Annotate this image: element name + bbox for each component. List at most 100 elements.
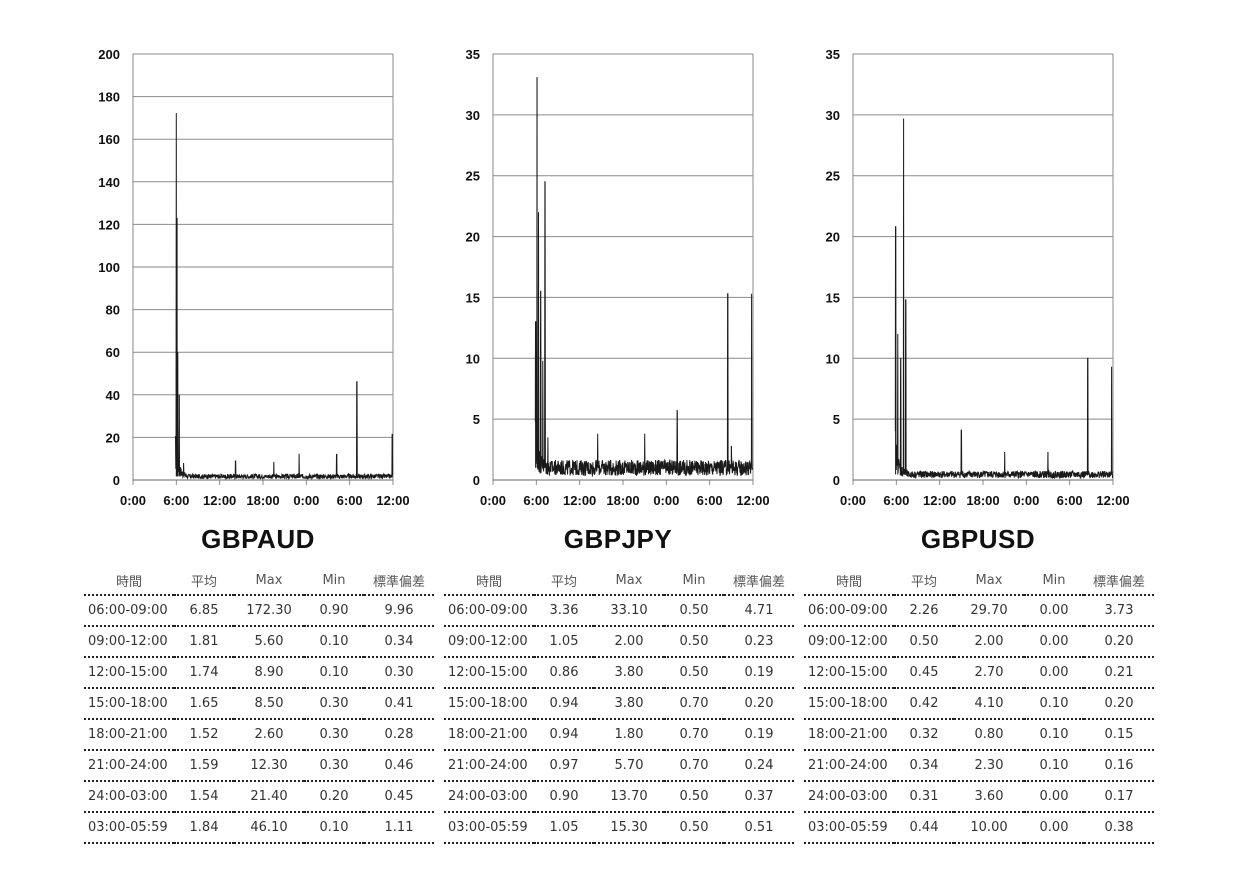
table-row: 24:00-03:00 1.54 21.40 0.20 0.45 — [84, 781, 434, 813]
value-cell: 0.37 — [724, 781, 794, 813]
value-cell: 0.30 — [304, 750, 364, 782]
table-row: 18:00-21:00 1.52 2.60 0.30 0.28 — [84, 719, 434, 751]
table-row: 09:00-12:00 0.50 2.00 0.00 0.20 — [804, 626, 1154, 658]
time-range-cell: 06:00-09:00 — [444, 595, 534, 627]
value-cell: 3.80 — [594, 688, 664, 720]
value-cell: 3.36 — [534, 595, 594, 627]
value-cell: 2.26 — [894, 595, 954, 627]
y-tick-label: 20 — [466, 230, 480, 245]
value-cell: 0.20 — [1084, 626, 1154, 658]
stats-table-gbpaud: 時間 平均 Max Min 標準偏差 06:00-09:00 6.85 172.30 0.90 9… — [84, 566, 434, 844]
value-cell: 5.60 — [234, 626, 304, 658]
value-cell: 3.60 — [954, 781, 1024, 813]
y-tick-label: 30 — [826, 108, 840, 123]
value-cell: 0.00 — [1024, 812, 1084, 844]
value-cell: 3.73 — [1084, 595, 1154, 627]
value-cell: 0.20 — [1084, 688, 1154, 720]
value-cell: 0.51 — [724, 812, 794, 844]
x-tick-label: 18:00 — [966, 493, 999, 508]
value-cell: 0.00 — [1024, 781, 1084, 813]
value-cell: 2.70 — [954, 657, 1024, 689]
value-cell: 0.34 — [894, 750, 954, 782]
column-header: Min — [664, 566, 724, 596]
y-tick-label: 100 — [98, 260, 120, 275]
time-range-cell: 12:00-15:00 — [444, 657, 534, 689]
y-tick-label: 140 — [98, 175, 120, 190]
time-range-cell: 09:00-12:00 — [84, 626, 174, 658]
value-cell: 46.10 — [234, 812, 304, 844]
value-cell: 1.11 — [364, 812, 434, 844]
value-cell: 0.21 — [1084, 657, 1154, 689]
value-cell: 1.80 — [594, 719, 664, 751]
value-cell: 0.46 — [364, 750, 434, 782]
time-range-cell: 06:00-09:00 — [84, 595, 174, 627]
value-cell: 0.70 — [664, 719, 724, 751]
value-cell: 0.34 — [364, 626, 434, 658]
value-cell: 0.70 — [664, 688, 724, 720]
value-cell: 0.15 — [1084, 719, 1154, 751]
value-cell: 0.10 — [304, 626, 364, 658]
value-cell: 0.10 — [304, 657, 364, 689]
table-row: 09:00-12:00 1.81 5.60 0.10 0.34 — [84, 626, 434, 658]
column-header: 時間 — [804, 566, 894, 596]
value-cell: 0.10 — [1024, 750, 1084, 782]
value-cell: 0.45 — [894, 657, 954, 689]
x-tick-label: 6:00 — [163, 493, 189, 508]
value-cell: 0.00 — [1024, 595, 1084, 627]
time-range-cell: 21:00-24:00 — [444, 750, 534, 782]
value-cell: 0.90 — [534, 781, 594, 813]
time-range-cell: 15:00-18:00 — [804, 688, 894, 720]
time-range-cell: 12:00-15:00 — [804, 657, 894, 689]
value-cell: 0.50 — [894, 626, 954, 658]
pair-title-gbpusd: GBPUSD — [920, 524, 1036, 554]
pair-title-gbpjpy: GBPJPY — [563, 524, 673, 554]
x-tick-label: 6:00 — [1057, 493, 1083, 508]
y-tick-label: 180 — [98, 90, 120, 105]
table-header-row: 時間 平均 Max Min 標準偏差 — [84, 566, 434, 596]
value-cell: 0.00 — [1024, 657, 1084, 689]
x-tick-label: 0:00 — [1013, 493, 1039, 508]
value-cell: 2.60 — [234, 719, 304, 751]
table-row: 12:00-15:00 0.45 2.70 0.00 0.21 — [804, 657, 1154, 689]
table-row: 24:00-03:00 0.90 13.70 0.50 0.37 — [444, 781, 794, 813]
x-tick-label: 12:00 — [376, 493, 409, 508]
chart-gbpusd: 0 5 10 15 20 25 30 35 0:00 6:00 12:00 18:00 0:00 6:00… — [800, 40, 1140, 510]
value-cell: 5.70 — [594, 750, 664, 782]
time-range-cell: 24:00-03:00 — [804, 781, 894, 813]
value-cell: 0.32 — [894, 719, 954, 751]
value-cell: 0.10 — [304, 812, 364, 844]
table-row: 12:00-15:00 0.86 3.80 0.50 0.19 — [444, 657, 794, 689]
value-cell: 29.70 — [954, 595, 1024, 627]
value-cell: 0.90 — [304, 595, 364, 627]
value-cell: 8.50 — [234, 688, 304, 720]
y-tick-label: 25 — [826, 169, 840, 184]
y-tick-label: 0 — [833, 473, 840, 488]
x-tick-label: 18:00 — [246, 493, 279, 508]
value-cell: 0.41 — [364, 688, 434, 720]
value-cell: 1.74 — [174, 657, 234, 689]
column-header: 平均 — [894, 566, 954, 596]
y-tick-label: 30 — [466, 108, 480, 123]
value-cell: 0.86 — [534, 657, 594, 689]
value-cell: 4.10 — [954, 688, 1024, 720]
time-range-cell: 18:00-21:00 — [804, 719, 894, 751]
table-row: 03:00-05:59 1.84 46.10 0.10 1.11 — [84, 812, 434, 844]
value-cell: 0.45 — [364, 781, 434, 813]
y-tick-label: 20 — [106, 430, 120, 445]
table-row: 24:00-03:00 0.31 3.60 0.00 0.17 — [804, 781, 1154, 813]
x-tick-label: 0:00 — [293, 493, 319, 508]
x-tick-label: 0:00 — [653, 493, 679, 508]
x-tick-label: 12:00 — [923, 493, 956, 508]
value-cell: 0.16 — [1084, 750, 1154, 782]
value-cell: 0.50 — [664, 626, 724, 658]
value-cell: 0.30 — [304, 688, 364, 720]
table-header-row: 時間 平均 Max Min 標準偏差 — [804, 566, 1154, 596]
y-tick-label: 60 — [106, 345, 120, 360]
time-range-cell: 21:00-24:00 — [84, 750, 174, 782]
table-row: 18:00-21:00 0.94 1.80 0.70 0.19 — [444, 719, 794, 751]
pair-title-gbpaud: GBPAUD — [201, 524, 315, 554]
series-line — [534, 77, 754, 478]
y-tick-label: 25 — [466, 169, 480, 184]
x-tick-label: 6:00 — [337, 493, 363, 508]
value-cell: 33.10 — [594, 595, 664, 627]
